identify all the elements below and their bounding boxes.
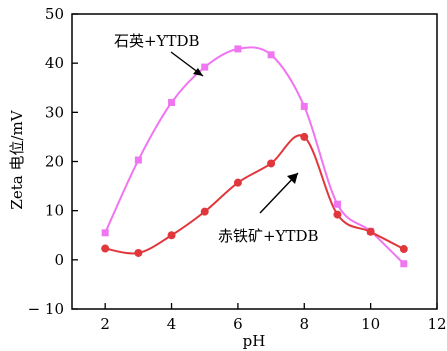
y-tick-label: 10 <box>45 202 64 220</box>
y-axis-title: Zeta 电位/mV <box>8 109 26 209</box>
annotation-arrow-hematite <box>259 172 299 214</box>
x-tick-label: 6 <box>233 315 243 333</box>
data-point-quartz <box>101 229 109 237</box>
y-tick-label: 0 <box>54 251 64 269</box>
data-point-hematite <box>267 159 276 168</box>
y-tick-label: 20 <box>45 153 64 171</box>
data-point-quartz <box>134 156 142 164</box>
x-tick-label: 10 <box>361 315 380 333</box>
y-tick-label: 50 <box>45 5 64 23</box>
data-point-hematite <box>333 210 342 219</box>
data-point-hematite <box>300 132 309 141</box>
series-markers <box>101 45 408 268</box>
y-tick-label: 40 <box>45 54 64 72</box>
annotation-arrow-quartz <box>170 51 204 77</box>
annotation-hematite: 赤铁矿+YTDB <box>218 227 319 245</box>
series-line-0 <box>104 46 405 265</box>
x-tick-label: 4 <box>167 315 177 333</box>
series-curves <box>104 46 405 265</box>
data-point-hematite <box>200 207 209 216</box>
data-point-quartz <box>333 200 341 208</box>
x-tick-label: 2 <box>100 315 110 333</box>
data-point-hematite <box>366 227 375 236</box>
data-point-hematite <box>399 245 408 254</box>
series-line-1 <box>105 134 405 255</box>
data-point-hematite <box>134 248 143 257</box>
annotation-quartz: 石英+YTDB <box>114 32 200 50</box>
data-point-hematite <box>167 231 176 240</box>
data-point-quartz <box>234 45 242 53</box>
data-point-quartz <box>400 260 408 268</box>
data-point-quartz <box>267 51 275 59</box>
data-point-quartz <box>201 63 209 71</box>
data-point-hematite <box>101 244 110 253</box>
plot-frame <box>71 13 438 310</box>
x-tick-label: 12 <box>427 315 446 333</box>
y-tick-label: − 10 <box>28 300 64 318</box>
y-tick-label: 30 <box>45 103 64 121</box>
data-point-hematite <box>233 178 242 187</box>
axis-ticks: 2 4 6 8 10 12 − 10 0 10 20 30 40 50 <box>28 5 447 333</box>
data-point-quartz <box>300 102 308 110</box>
x-axis-title: pH <box>243 332 266 350</box>
data-point-quartz <box>168 99 176 106</box>
x-tick-label: 8 <box>299 315 309 333</box>
